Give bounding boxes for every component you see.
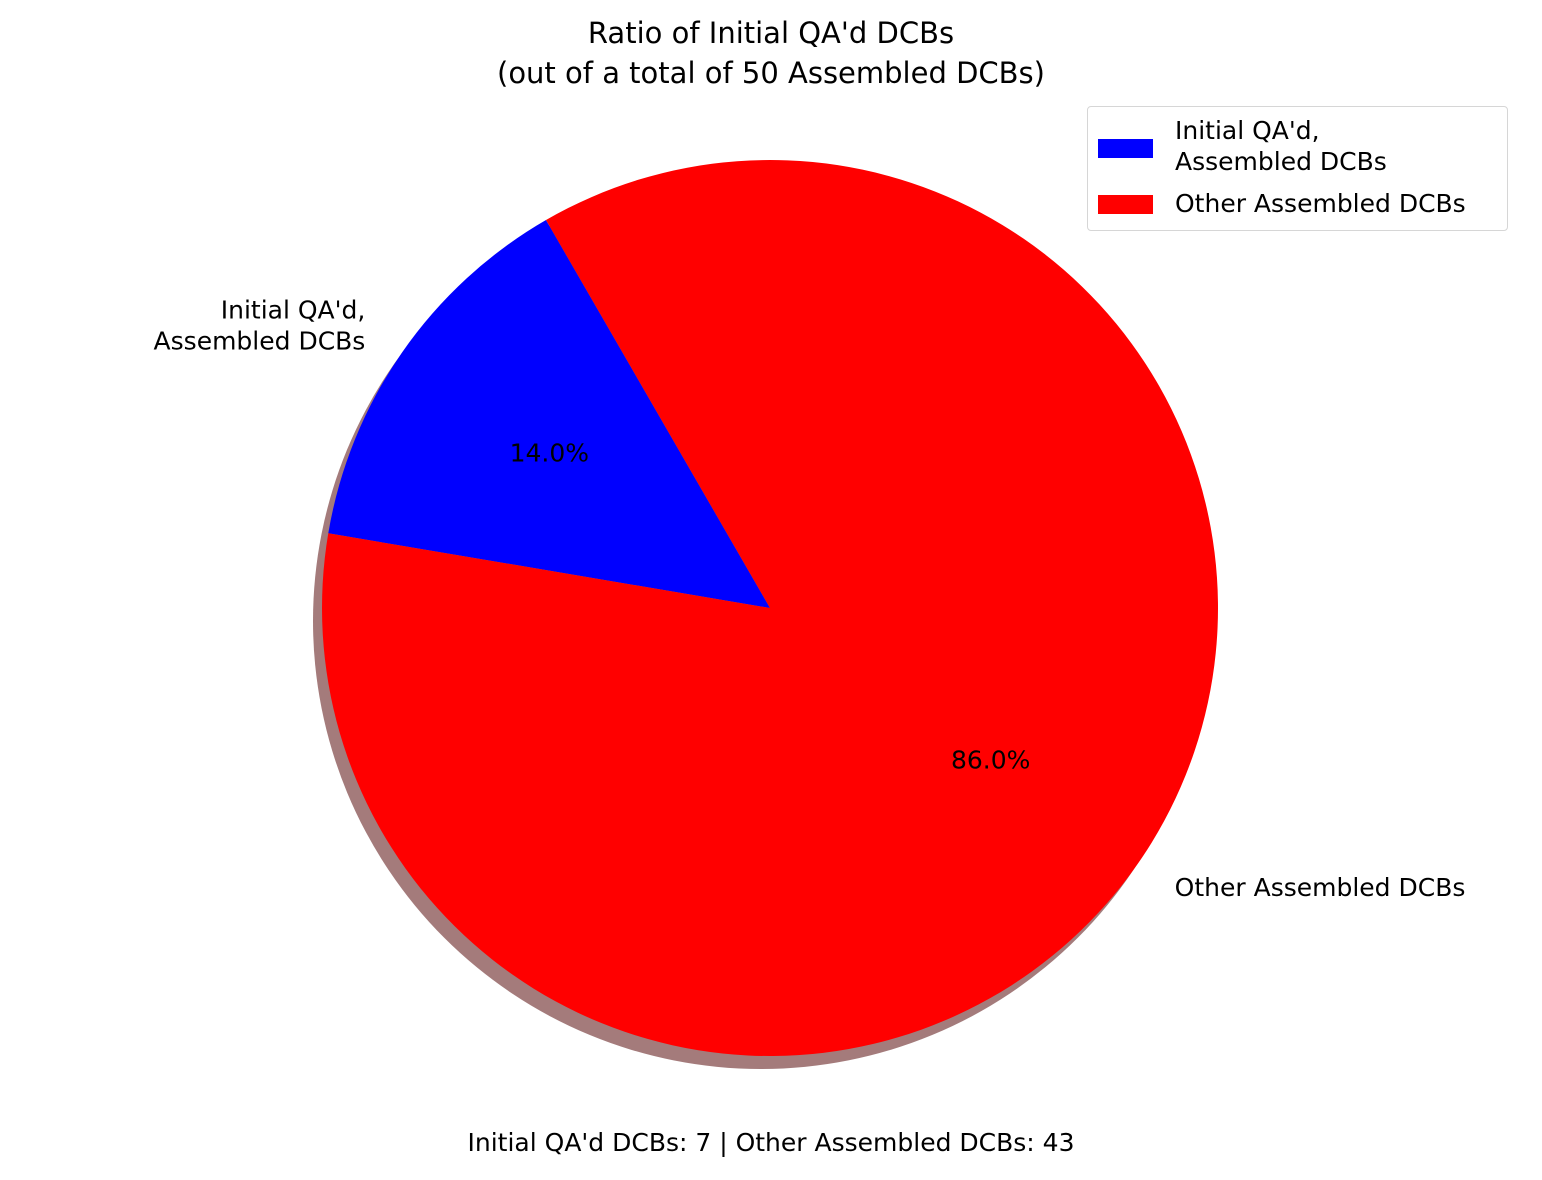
pie-slice-initial-qa (328, 220, 770, 608)
pie-slice-other (322, 159, 1218, 1057)
legend-label-other: Other Assembled DCBs (1175, 189, 1466, 218)
pie-percent-label-other: 86.0% (951, 745, 1030, 774)
legend-item-initial-qa: Initial QA'd, Assembled DCBs (1098, 107, 1387, 177)
chart-title: Ratio of Initial QA'd DCBs (587, 16, 955, 50)
chart-subtitle: (out of a total of 50 Assembled DCBs) (497, 56, 1045, 90)
legend-swatch-other (1098, 195, 1153, 214)
legend-item-other: Other Assembled DCBs (1098, 163, 1466, 219)
legend-swatch-initial-qa (1098, 139, 1153, 158)
chart-footer: Initial QA'd DCBs: 7 | Other Assembled D… (467, 1128, 1075, 1157)
pie-label-other: Other Assembled DCBs (1175, 873, 1466, 902)
pie-label-initial-qa: Initial QA'd, Assembled DCBs (154, 295, 366, 355)
pie-percent-label-initial-qa: 14.0% (510, 439, 589, 468)
legend: Initial QA'd, Assembled DCBs Other Assem… (1087, 106, 1508, 231)
legend-label-initial-qa: Initial QA'd, Assembled DCBs (1175, 116, 1387, 176)
